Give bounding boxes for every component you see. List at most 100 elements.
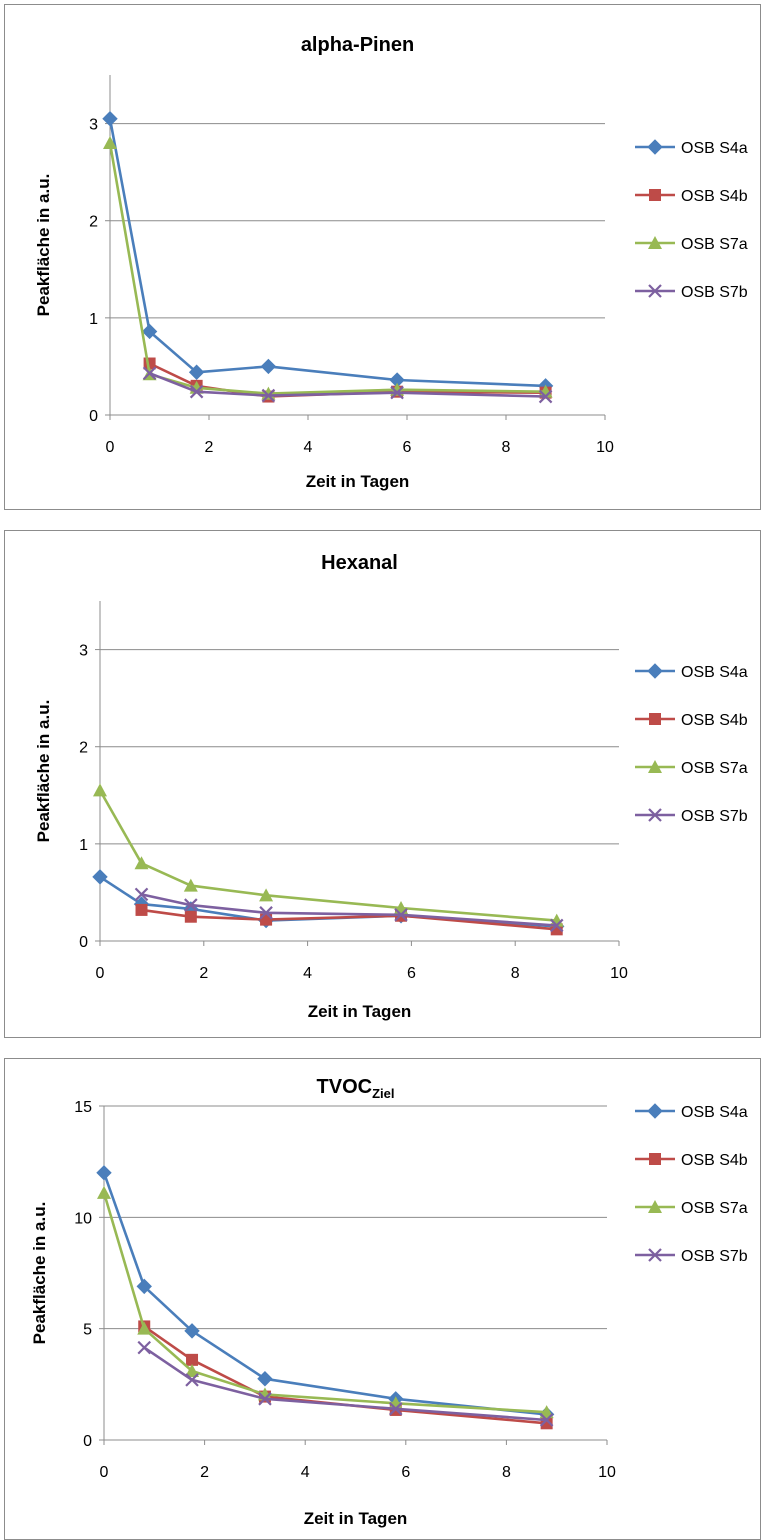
data-point [549, 918, 564, 933]
chart-title: Hexanal [321, 552, 398, 574]
series-osb-s7b [137, 1340, 554, 1427]
y-tick-label: 0 [83, 1433, 92, 1450]
y-axis-label: Peakfläche in a.u. [34, 174, 53, 317]
legend-label: OSB S7b [681, 1248, 748, 1265]
series-line [98, 789, 557, 922]
series-osb-s4a [102, 111, 554, 394]
y-tick-label: 1 [79, 837, 88, 854]
chart-title: TVOCZiel [317, 1076, 395, 1101]
legend-marker [649, 1153, 661, 1165]
series-line [108, 142, 546, 395]
legend-marker [649, 713, 661, 725]
legend-item: OSB S7a [635, 1200, 748, 1217]
x-tick-label: 6 [407, 965, 416, 982]
x-tick-label: 8 [502, 439, 511, 456]
legend-label: OSB S4b [681, 1152, 748, 1169]
legend-marker [649, 189, 661, 201]
x-tick-label: 2 [199, 965, 208, 982]
y-tick-label: 5 [83, 1322, 92, 1339]
x-tick-label: 0 [96, 965, 105, 982]
legend-item: OSB S4a [635, 139, 748, 157]
x-tick-label: 10 [610, 965, 628, 982]
data-point [185, 1363, 200, 1377]
data-point [134, 856, 149, 870]
data-point [137, 1340, 152, 1355]
data-point [103, 136, 117, 149]
legend-label: OSB S7b [681, 808, 748, 825]
legend-label: OSB S7a [681, 1200, 748, 1217]
data-point [102, 111, 118, 127]
data-point [261, 388, 276, 403]
series-line [102, 1172, 547, 1416]
data-point [184, 1323, 200, 1339]
x-tick-label: 0 [106, 439, 115, 456]
chart-panel-tvoc: TVOCZiel 0 5 10 15 0 2 4 6 8 10 Zeit in Tagen Peakfl… [4, 1058, 761, 1540]
data-point [137, 1321, 152, 1335]
y-axis-label: Peakfläche in a.u. [34, 700, 53, 843]
series-line [102, 1192, 547, 1414]
y-tick-label: 0 [79, 934, 88, 951]
chart-svg-alpha-pinen: alpha-Pinen 0 1 2 3 0 2 4 6 8 10 Zeit in Tagen Peakf… [34, 34, 748, 491]
data-point [260, 358, 277, 375]
data-point [97, 1185, 111, 1199]
data-point [96, 1165, 112, 1181]
x-tick-label: 8 [511, 965, 520, 982]
y-tick-label: 1 [89, 311, 98, 328]
y-tick-label: 2 [89, 214, 98, 231]
data-point [135, 903, 148, 916]
data-point [142, 366, 157, 381]
legend-label: OSB S4a [681, 1104, 748, 1121]
x-tick-label: 10 [598, 1464, 616, 1481]
y-tick-label: 3 [79, 643, 88, 660]
legend-marker [647, 139, 663, 155]
legend-item: OSB S7b [635, 808, 748, 825]
legend-marker [647, 663, 663, 679]
legend-marker [648, 284, 662, 298]
x-tick-label: 8 [502, 1464, 511, 1481]
x-tick-label: 6 [401, 1464, 410, 1481]
data-point [258, 1392, 272, 1406]
legend-item: OSB S4a [635, 1103, 748, 1121]
data-point [136, 1278, 152, 1295]
legend-item: OSB S7b [635, 284, 748, 301]
series-osb-s7b [134, 887, 564, 933]
data-point [184, 898, 198, 912]
y-tick-label: 3 [89, 117, 98, 134]
data-point [184, 910, 197, 923]
legend-label: OSB S7b [681, 284, 748, 301]
x-tick-label: 2 [200, 1464, 209, 1481]
data-point [141, 323, 158, 340]
legend-item: OSB S4b [635, 1152, 748, 1169]
series-osb-s7a [103, 136, 553, 400]
data-point [539, 1413, 554, 1427]
data-point [259, 888, 274, 902]
chart-title-subscript: Ziel [372, 1086, 394, 1101]
data-point [134, 887, 149, 902]
x-tick-label: 2 [205, 439, 214, 456]
x-tick-label: 0 [100, 1464, 109, 1481]
chart-title: alpha-Pinen [301, 34, 414, 56]
x-axis-label: Zeit in Tagen [308, 1002, 412, 1021]
legend-item: OSB S7a [635, 760, 748, 777]
chart-panel-hexanal: Hexanal 0 1 2 3 0 2 4 6 8 10 Zeit in Tagen Peakfläch… [4, 530, 761, 1038]
y-tick-label: 15 [74, 1099, 92, 1116]
series-osb-s4a [96, 1165, 555, 1423]
series-osb-s4b [135, 903, 563, 936]
data-point [388, 1402, 403, 1416]
data-point [394, 907, 408, 922]
data-point [259, 906, 273, 920]
data-point [93, 783, 107, 797]
legend-label: OSB S7a [681, 236, 748, 253]
legend-item: OSB S7a [635, 236, 748, 253]
y-axis-label: Peakfläche in a.u. [30, 1202, 49, 1345]
legend-label: OSB S4b [681, 188, 748, 205]
legend-marker [647, 1103, 663, 1119]
legend-item: OSB S4b [635, 712, 748, 729]
series-line [108, 118, 546, 388]
legend-label: OSB S4a [681, 664, 748, 681]
data-point [390, 385, 404, 400]
y-tick-label: 0 [89, 408, 98, 425]
legend-marker [648, 236, 662, 249]
data-point [186, 1353, 199, 1366]
legend-item: OSB S7b [635, 1248, 748, 1265]
